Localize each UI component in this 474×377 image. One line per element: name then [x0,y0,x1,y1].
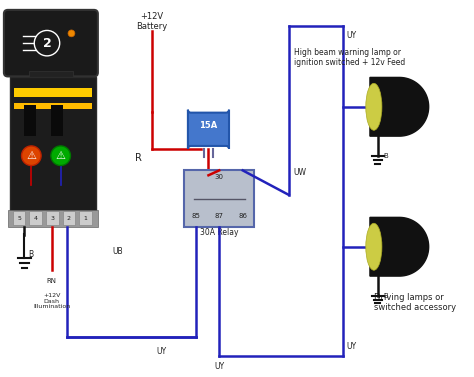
Text: RN: RN [47,278,57,284]
Text: 2: 2 [43,37,51,50]
Text: 4: 4 [34,216,38,221]
Text: UY: UY [214,362,224,371]
Text: R: R [135,153,141,162]
FancyBboxPatch shape [188,110,229,149]
Text: ⚠: ⚠ [55,151,66,161]
Text: B: B [28,250,34,259]
Bar [14,103,92,109]
Ellipse shape [366,223,382,270]
Text: UY: UY [156,347,166,356]
FancyBboxPatch shape [184,170,255,227]
Text: 3: 3 [50,216,55,221]
Circle shape [21,146,41,166]
Text: UW: UW [293,168,307,177]
Ellipse shape [366,83,382,130]
Text: UY: UY [346,342,356,351]
Bar [10,77,96,222]
FancyBboxPatch shape [4,10,98,77]
Bar [25,105,36,136]
Text: High beam warning lamp or
ignition switched + 12v Feed: High beam warning lamp or ignition switc… [293,48,405,67]
Bar [63,211,75,225]
Text: UY: UY [346,31,356,40]
Bar [8,210,98,227]
Bar [51,105,63,136]
Text: 5: 5 [17,216,21,221]
Text: UB: UB [112,247,123,256]
Bar [79,211,92,225]
Bar [46,211,59,225]
Text: B: B [383,293,388,299]
Bar [29,211,42,225]
Text: 15A: 15A [200,121,218,130]
Text: 87: 87 [215,213,224,219]
Text: Driving lamps or
switched accessory: Driving lamps or switched accessory [374,293,456,312]
Text: 2: 2 [67,216,71,221]
Text: ⚠: ⚠ [27,151,36,161]
Circle shape [68,30,75,37]
Bar [13,211,26,225]
Text: 30A Relay: 30A Relay [200,228,238,237]
Text: 86: 86 [238,213,247,219]
Text: 85: 85 [191,213,200,219]
Text: +12V
Battery: +12V Battery [136,12,167,31]
Bar [29,70,73,78]
Circle shape [51,146,71,166]
Text: B: B [383,153,388,159]
Polygon shape [370,218,428,276]
Bar [14,88,92,97]
Polygon shape [370,77,428,136]
Text: 1: 1 [84,216,88,221]
Text: 30: 30 [215,174,224,180]
Text: +12V
Dash
Illumination: +12V Dash Illumination [33,293,71,310]
Circle shape [34,31,60,56]
